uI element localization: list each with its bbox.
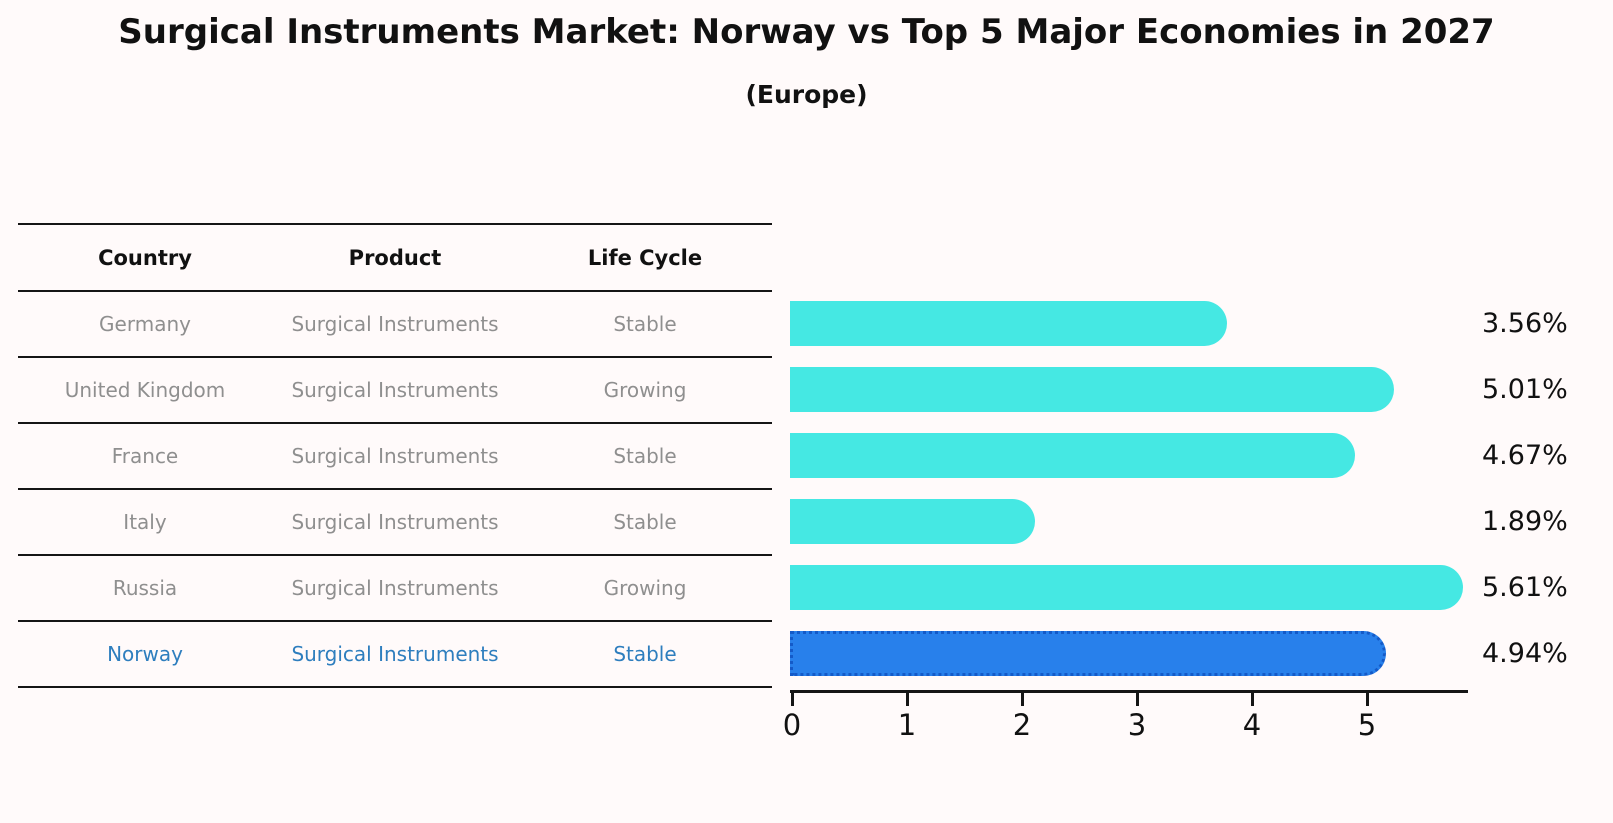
cell-country: Germany bbox=[99, 312, 191, 336]
value-label-united-kingdom: 5.01% bbox=[1482, 373, 1568, 405]
bar-germany bbox=[790, 300, 1227, 346]
bar-slot bbox=[790, 620, 1490, 686]
x-axis-tick bbox=[906, 693, 909, 706]
value-label-norway: 4.94% bbox=[1482, 637, 1568, 669]
cell-country: Italy bbox=[123, 510, 167, 534]
x-axis-tick-label: 1 bbox=[897, 708, 917, 742]
table-row: Germany Surgical Instruments Stable bbox=[18, 292, 772, 358]
cell-country: Russia bbox=[112, 576, 178, 600]
table-header-row: Country Product Life Cycle bbox=[18, 223, 772, 292]
cell-life-cycle: Stable bbox=[613, 312, 677, 336]
cell-life-cycle: Stable bbox=[613, 444, 677, 468]
x-axis-tick-label: 0 bbox=[782, 708, 802, 742]
x-axis-tick bbox=[1251, 693, 1254, 706]
cell-country: United Kingdom bbox=[64, 378, 226, 402]
x-axis-tick bbox=[1021, 693, 1024, 706]
cell-product: Surgical Instruments bbox=[291, 312, 499, 336]
x-axis-tick bbox=[1136, 693, 1139, 706]
x-axis-tick-label: 5 bbox=[1357, 708, 1377, 742]
x-axis-tick-label: 4 bbox=[1242, 708, 1262, 742]
bar-slot bbox=[790, 422, 1490, 488]
x-axis-tick bbox=[1366, 693, 1369, 706]
bar-slot bbox=[790, 356, 1490, 422]
bar-norway bbox=[790, 630, 1386, 676]
bar-slot bbox=[790, 290, 1490, 356]
bar-slot bbox=[790, 554, 1490, 620]
cell-life-cycle: Stable bbox=[613, 510, 677, 534]
cell-life-cycle: Growing bbox=[603, 378, 687, 402]
cell-life-cycle: Stable bbox=[613, 642, 677, 666]
table-header-country: Country bbox=[98, 245, 192, 270]
value-labels: 3.56% 5.01% 4.67% 1.89% 5.61% 4.94% bbox=[1482, 290, 1568, 686]
table-row: United Kingdom Surgical Instruments Grow… bbox=[18, 358, 772, 424]
x-axis-tick-label: 2 bbox=[1012, 708, 1032, 742]
country-table: Country Product Life Cycle Germany Surgi… bbox=[18, 223, 772, 688]
table-row: Russia Surgical Instruments Growing bbox=[18, 556, 772, 622]
table-header-product: Product bbox=[348, 245, 442, 270]
cell-country: France bbox=[111, 444, 179, 468]
cell-product: Surgical Instruments bbox=[291, 642, 499, 666]
cell-product: Surgical Instruments bbox=[291, 576, 499, 600]
value-label-russia: 5.61% bbox=[1482, 571, 1568, 603]
value-label-germany: 3.56% bbox=[1482, 307, 1568, 339]
chart-subtitle: (Europe) bbox=[745, 80, 868, 109]
table-row: Italy Surgical Instruments Stable bbox=[18, 490, 772, 556]
cell-product: Surgical Instruments bbox=[291, 510, 499, 534]
cell-product: Surgical Instruments bbox=[291, 444, 499, 468]
x-axis-tick bbox=[791, 693, 794, 706]
cell-country: Norway bbox=[107, 642, 183, 666]
value-label-italy: 1.89% bbox=[1482, 505, 1568, 537]
chart-title: Surgical Instruments Market: Norway vs T… bbox=[118, 12, 1495, 52]
bar-italy bbox=[790, 498, 1035, 544]
table-row-norway: Norway Surgical Instruments Stable bbox=[18, 622, 772, 688]
cell-product: Surgical Instruments bbox=[291, 378, 499, 402]
cell-life-cycle: Growing bbox=[603, 576, 687, 600]
value-label-france: 4.67% bbox=[1482, 439, 1568, 471]
bar-united-kingdom bbox=[790, 366, 1394, 412]
table-header-life-cycle: Life Cycle bbox=[587, 245, 703, 270]
bar-slot bbox=[790, 488, 1490, 554]
bar-france bbox=[790, 432, 1355, 478]
table-row: France Surgical Instruments Stable bbox=[18, 424, 772, 490]
bar-russia bbox=[790, 564, 1463, 610]
bar-chart bbox=[790, 290, 1490, 686]
x-axis-line bbox=[790, 690, 1468, 693]
x-axis-tick-label: 3 bbox=[1127, 708, 1147, 742]
